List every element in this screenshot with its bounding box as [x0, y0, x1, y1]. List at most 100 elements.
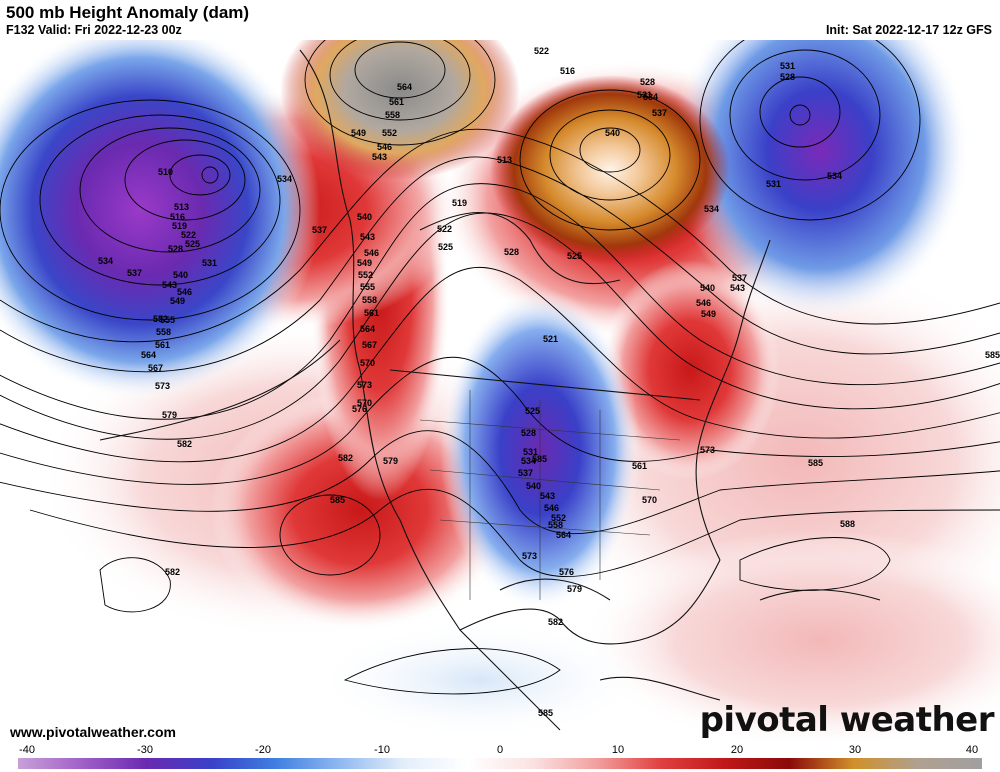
contour-label: 540 — [173, 270, 188, 280]
contour-label: 546 — [377, 142, 392, 152]
contour-label: 552 — [382, 128, 397, 138]
colorbar-tick: 20 — [730, 744, 744, 756]
contour-label: 570 — [357, 398, 372, 408]
contour-label: 534 — [704, 204, 719, 214]
contour-label: 516 — [170, 212, 185, 222]
contour-label: 573 — [357, 380, 372, 390]
contour-label: 570 — [642, 495, 657, 505]
contour-label: 588 — [840, 519, 855, 529]
height-anomaly-map: 510 513 516 519 522 525 528 531 534 537 … — [0, 40, 1000, 742]
contour-label: 531 — [202, 258, 217, 268]
colorbar-tick: -40 — [19, 744, 35, 756]
colorbar — [18, 758, 982, 769]
contour-label: 528 — [521, 428, 536, 438]
contour-label: 567 — [148, 363, 163, 373]
contour-label: 528 — [640, 77, 655, 87]
contour-label: 522 — [437, 224, 452, 234]
contour-label: 585 — [532, 454, 547, 464]
contour-label: 552 — [358, 270, 373, 280]
contour-label: 537 — [732, 273, 747, 283]
contour-label: 555 — [360, 282, 375, 292]
contour-label: 525 — [438, 242, 453, 252]
contour-label: 513 — [497, 155, 512, 165]
contour-label: 516 — [560, 66, 575, 76]
contour-label: 573 — [522, 551, 537, 561]
contour-label: 519 — [452, 198, 467, 208]
init-time: Init: Sat 2022-12-17 12z GFS — [825, 23, 992, 37]
contour-label: 573 — [700, 445, 715, 455]
contour-label: 549 — [357, 258, 372, 268]
contour-label: 534 — [98, 256, 113, 266]
contour-label: 543 — [162, 280, 177, 290]
contour-label: 564 — [360, 324, 375, 334]
contour-label: 543 — [372, 152, 387, 162]
contour-label: 576 — [352, 404, 367, 414]
brand-logo: pivotal weather — [699, 700, 995, 740]
contour-label: 549 — [701, 309, 716, 319]
contour-label: 531 — [766, 179, 781, 189]
contour-label: 528 — [504, 247, 519, 257]
contour-label: 558 — [385, 110, 400, 120]
contour-label: 564 — [141, 350, 156, 360]
contour-label: 585 — [808, 458, 823, 468]
contour-label: 534 — [277, 174, 292, 184]
website-url: www.pivotalweather.com — [8, 724, 178, 740]
contour-label: 540 — [357, 212, 372, 222]
contour-label: 558 — [548, 520, 563, 530]
contour-label: 564 — [397, 82, 412, 92]
contour-label: 582 — [338, 453, 353, 463]
contour-label: 525 — [567, 251, 582, 261]
contour-label: 561 — [632, 461, 647, 471]
colorbar-tick: -30 — [137, 744, 153, 756]
colorbar-tick: 40 — [965, 744, 979, 756]
contour-label: 549 — [351, 128, 366, 138]
colorbar-tick: -20 — [255, 744, 271, 756]
contour-label: 537 — [127, 268, 142, 278]
contour-label: 585 — [330, 495, 345, 505]
contour-label: 521 — [543, 334, 558, 344]
contour-label: 546 — [696, 298, 711, 308]
contour-label: 582 — [165, 567, 180, 577]
contour-label: 546 — [364, 248, 379, 258]
contour-label: 579 — [162, 410, 177, 420]
contour-label: 558 — [156, 327, 171, 337]
contour-label: 522 — [534, 46, 549, 56]
contour-label: 540 — [526, 481, 541, 491]
colorbar-tick: 30 — [848, 744, 862, 756]
contour-label: 537 — [652, 108, 667, 118]
contour-label: 555 — [160, 315, 175, 325]
colorbar-tick: -10 — [374, 744, 390, 756]
contour-label: 534 — [643, 92, 658, 102]
contour-label: 546 — [544, 503, 559, 513]
contour-label: 528 — [780, 72, 795, 82]
contour-label: 525 — [185, 239, 200, 249]
contour-label: 579 — [383, 456, 398, 466]
contour-label: 531 — [637, 90, 652, 100]
contour-label: 546 — [177, 287, 192, 297]
contour-label: 567 — [362, 340, 377, 350]
contour-label: 570 — [360, 358, 375, 368]
contour-label: 543 — [360, 232, 375, 242]
contour-label: 531 — [523, 447, 538, 457]
contour-label: 510 — [158, 167, 173, 177]
contour-label: 576 — [559, 567, 574, 577]
contour-label: 579 — [567, 584, 582, 594]
contour-label: 585 — [985, 350, 1000, 360]
contour-label: 531 — [780, 61, 795, 71]
contour-label: 534 — [521, 456, 536, 466]
contour-label: 549 — [170, 296, 185, 306]
contour-label: 582 — [548, 617, 563, 627]
contour-label: 528 — [168, 244, 183, 254]
header-bar: 500 mb Height Anomaly (dam) F132 Valid: … — [0, 0, 1000, 40]
contour-label: 522 — [181, 230, 196, 240]
contour-label: 513 — [174, 202, 189, 212]
contour-label: 552 — [551, 513, 566, 523]
contour-label: 561 — [155, 340, 170, 350]
contour-label: 525 — [525, 406, 540, 416]
contour-label: 561 — [364, 308, 379, 318]
valid-time: F132 Valid: Fri 2022-12-23 00z — [6, 23, 182, 37]
contour-label: 543 — [540, 491, 555, 501]
contour-label: 543 — [730, 283, 745, 293]
contour-label: 582 — [177, 439, 192, 449]
contour-label: 552 — [153, 314, 168, 324]
